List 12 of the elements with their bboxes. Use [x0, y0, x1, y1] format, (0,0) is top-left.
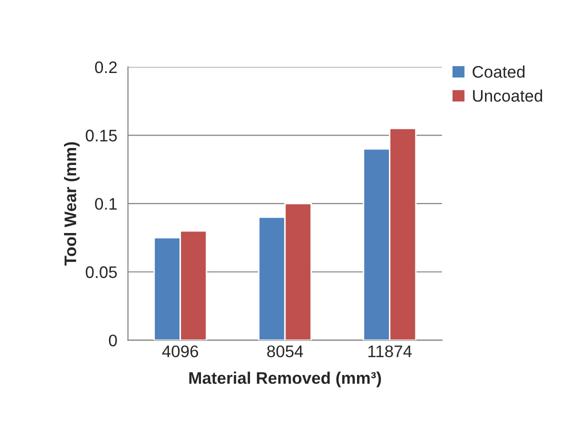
y-axis-title: Tool Wear (mm)	[64, 142, 80, 266]
x-tick-label: 4096	[162, 345, 198, 358]
y-tick-label: 0.1	[95, 198, 117, 210]
legend-label: Uncoated	[473, 90, 542, 102]
y-tick-label: 0.05	[86, 266, 117, 278]
x-tick-label: 11874	[368, 345, 412, 358]
x-axis-title: Material Removed (mm³)	[189, 372, 381, 388]
legend-label: Coated	[472, 66, 524, 78]
y-tick-label: 0.2	[95, 61, 117, 74]
y-tick-label: 0	[108, 334, 117, 346]
y-tick-label: 0.15	[86, 130, 117, 142]
x-tick-label: 8054	[267, 345, 304, 358]
